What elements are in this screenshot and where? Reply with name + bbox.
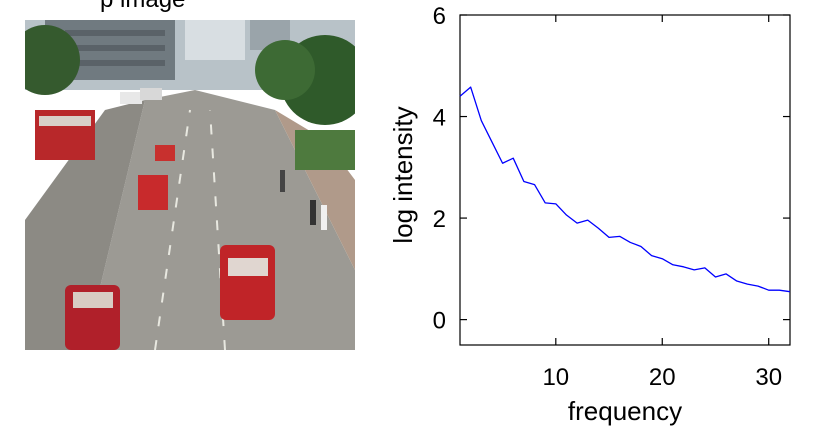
x-tick-label: 30 [755,364,782,391]
x-tick-label: 20 [649,364,676,391]
y-tick-label: 4 [433,105,446,132]
street-photo-icon [25,20,355,350]
plot-frame [459,14,791,346]
y-tick-label: 0 [433,308,446,335]
y-axis-label: log intensity [388,106,418,243]
street-photo [25,20,355,350]
y-tick-label: 2 [433,206,446,233]
x-tick-label: 10 [542,364,569,391]
x-axis-label: frequency [568,396,682,426]
y-tick-label: 6 [433,3,446,30]
photo-caption: p image [100,0,185,14]
series-line [459,86,791,293]
